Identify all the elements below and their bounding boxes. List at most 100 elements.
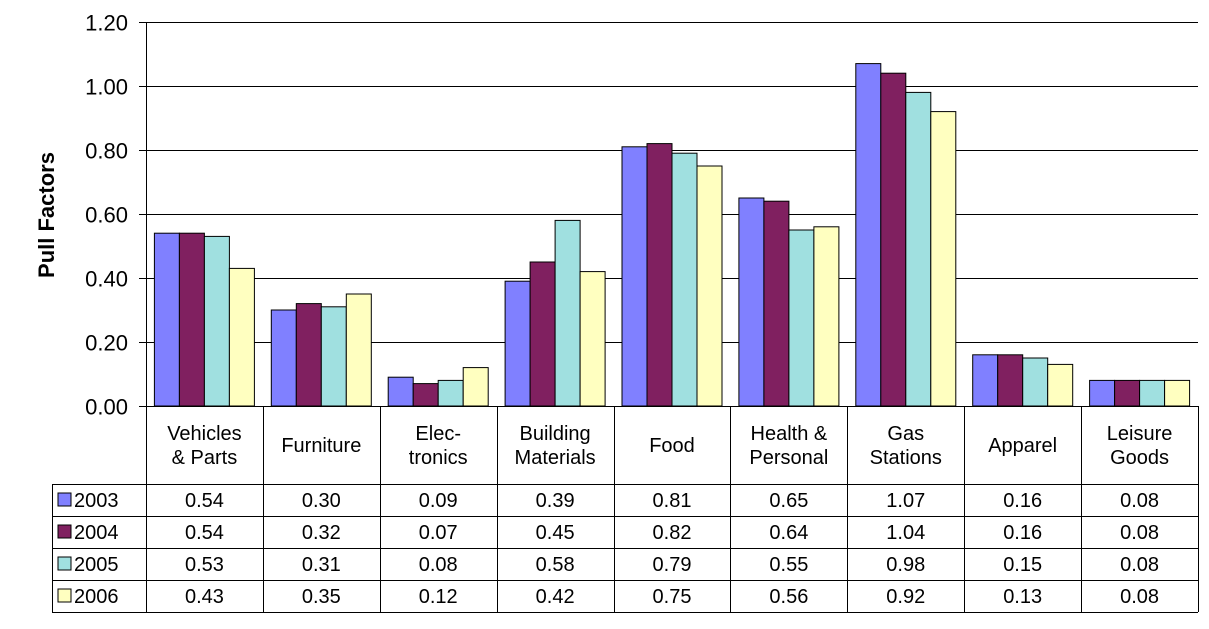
table-cell: 1.04	[886, 522, 925, 544]
bar-2005-1	[320, 306, 347, 407]
bar-2005-5	[788, 229, 815, 407]
table-cell: 0.12	[419, 586, 458, 608]
table-cell: 0.08	[419, 554, 458, 576]
bar-2006-3	[579, 271, 606, 407]
bar-2005-6	[905, 91, 932, 407]
table-cell: 0.07	[419, 522, 458, 544]
table-cell: 0.08	[1120, 490, 1159, 512]
category-label: Vehicles	[167, 423, 242, 445]
bar-2006-2	[462, 367, 489, 407]
table-cell: 0.56	[769, 586, 808, 608]
bar-2006-1	[345, 293, 372, 407]
y-tick-label: 0.80	[85, 139, 128, 164]
bar-2004-1	[295, 303, 322, 407]
legend-label-2004: 2004	[74, 522, 119, 544]
axes: 0.00 0.20 0.40 0.60 0.80 1.00 1.20	[85, 11, 147, 420]
bar-2004-2	[412, 383, 439, 407]
bar-2004-0	[178, 232, 205, 407]
table-cell: 0.08	[1120, 554, 1159, 576]
table-cell: 0.45	[536, 522, 575, 544]
legend-swatch-2005	[57, 556, 72, 571]
bar-2003-0	[153, 232, 180, 407]
table-cell: 0.79	[653, 554, 692, 576]
table-cell: 0.09	[419, 490, 458, 512]
table-cell: 0.31	[302, 554, 341, 576]
table-cell: 0.98	[886, 554, 925, 576]
bar-2003-6	[855, 63, 882, 407]
table-cell: 0.58	[536, 554, 575, 576]
bar-2006-7	[1047, 363, 1074, 407]
y-tick-label: 1.20	[85, 11, 128, 36]
table-cell: 0.92	[886, 586, 925, 608]
table-cell: 0.81	[653, 490, 692, 512]
table-cell: 0.15	[1003, 554, 1042, 576]
y-tick-label: 0.60	[85, 203, 128, 228]
legend-label-2005: 2005	[74, 554, 119, 576]
table-cell: 0.53	[185, 554, 224, 576]
category-label: Goods	[1110, 447, 1169, 469]
bar-2003-1	[270, 309, 297, 407]
table-cell: 0.35	[302, 586, 341, 608]
category-label: Stations	[870, 447, 942, 469]
table-cell: 0.64	[769, 522, 808, 544]
bar-2004-6	[880, 72, 907, 407]
legend-label-2006: 2006	[74, 586, 119, 608]
table-cell: 0.75	[653, 586, 692, 608]
legend-swatch-2006	[57, 588, 72, 603]
table-cell: 0.08	[1120, 586, 1159, 608]
y-tick-label: 1.00	[85, 75, 128, 100]
category-label: Apparel	[988, 435, 1057, 457]
table-cell: 1.07	[886, 490, 925, 512]
bar-2005-7	[1022, 357, 1049, 407]
bar-2006-4	[696, 165, 723, 407]
category-label: Furniture	[281, 435, 361, 457]
table-cell: 0.54	[185, 522, 224, 544]
table-cell: 0.16	[1003, 490, 1042, 512]
table-cell: 0.13	[1003, 586, 1042, 608]
table-cell: 0.55	[769, 554, 808, 576]
table-cell: 0.82	[653, 522, 692, 544]
table-cell: 0.65	[769, 490, 808, 512]
table-cell: 0.43	[185, 586, 224, 608]
legend-swatch-2003	[57, 492, 72, 507]
table-cell: 0.16	[1003, 522, 1042, 544]
table-cell: 0.54	[185, 490, 224, 512]
bar-2003-8	[1089, 379, 1116, 407]
bar-2005-3	[554, 219, 581, 407]
bar-2005-0	[203, 235, 230, 407]
legend-swatch-2004	[57, 524, 72, 539]
category-label: tronics	[409, 447, 468, 469]
bar-2003-3	[504, 280, 531, 407]
category-label: Gas	[887, 423, 924, 445]
table-cell: 0.08	[1120, 522, 1159, 544]
bar-2004-5	[763, 200, 790, 407]
table-cell: 0.42	[536, 586, 575, 608]
bar-2005-8	[1139, 379, 1166, 407]
category-label: Health &	[751, 423, 828, 445]
bar-2006-5	[813, 226, 840, 407]
category-label: Materials	[515, 447, 596, 469]
bar-2006-0	[228, 267, 255, 407]
table-cell: 0.30	[302, 490, 341, 512]
y-tick-label: 0.20	[85, 331, 128, 356]
category-label: Elec-	[415, 423, 461, 445]
table-cell: 0.32	[302, 522, 341, 544]
bar-2005-2	[437, 379, 464, 407]
bars	[153, 63, 1191, 407]
bar-2006-8	[1164, 379, 1191, 407]
bar-2004-3	[529, 261, 556, 407]
y-tick-label: 0.40	[85, 267, 128, 292]
legend-label-2003: 2003	[74, 490, 119, 512]
bar-2004-4	[646, 143, 673, 407]
bar-2004-7	[997, 354, 1024, 407]
bar-2006-6	[930, 111, 957, 407]
category-label: Personal	[749, 447, 828, 469]
y-axis-label: Pull Factors	[34, 152, 59, 278]
bar-2003-5	[738, 197, 765, 407]
data-table: Vehicles& Parts Furniture Elec-tronics Buil…	[52, 406, 1199, 613]
bar-2003-7	[972, 354, 999, 407]
category-label: & Parts	[172, 447, 238, 469]
table-cell: 0.39	[536, 490, 575, 512]
bar-2004-8	[1114, 379, 1141, 407]
